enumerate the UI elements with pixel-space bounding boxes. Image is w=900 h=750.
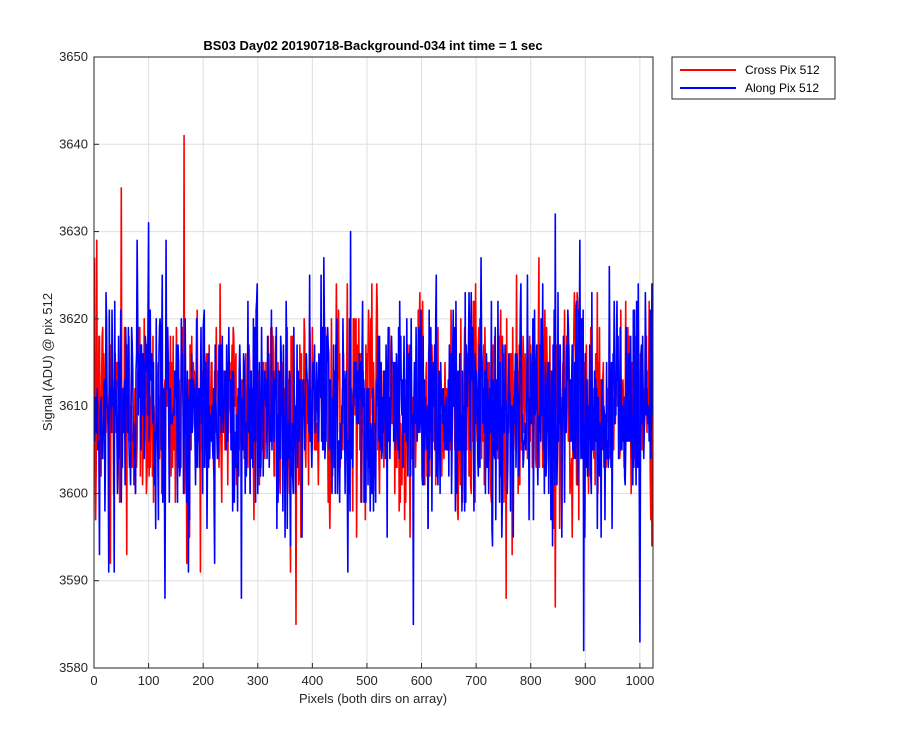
x-tick-label: 100 xyxy=(138,673,160,688)
y-tick-label: 3640 xyxy=(59,136,88,151)
y-tick-label: 3600 xyxy=(59,485,88,500)
legend-box xyxy=(671,56,836,100)
x-tick-label: 600 xyxy=(411,673,433,688)
x-tick-label: 400 xyxy=(302,673,324,688)
legend-label-along: Along Pix 512 xyxy=(745,81,819,95)
chart-title: BS03 Day02 20190718-Background-034 int t… xyxy=(203,38,542,53)
x-tick-label: 800 xyxy=(520,673,542,688)
plot-area-frame xyxy=(93,56,654,669)
y-tick-label: 3620 xyxy=(59,311,88,326)
x-tick-label: 300 xyxy=(247,673,269,688)
y-axis-label: Signal (ADU) @ pix 512 xyxy=(40,293,55,431)
axis-ticks xyxy=(93,56,641,669)
x-tick-label: 700 xyxy=(465,673,487,688)
tick-labels: 0 100 200 300 400 500 600 700 800 900 1000 3580 3590… xyxy=(59,49,654,688)
x-tick-label: 0 xyxy=(90,673,97,688)
series-line-along-pix-512 xyxy=(94,213,653,652)
x-tick-label: 1000 xyxy=(625,673,654,688)
y-tick-label: 3610 xyxy=(59,398,88,413)
legend-label-cross: Cross Pix 512 xyxy=(745,63,820,77)
y-tick-label: 3590 xyxy=(59,573,88,588)
series-layer xyxy=(94,134,653,652)
x-tick-label: 500 xyxy=(356,673,378,688)
x-tick-label: 200 xyxy=(192,673,214,688)
x-axis-label: Pixels (both dirs on array) xyxy=(299,691,447,706)
legend[interactable]: Cross Pix 512 Along Pix 512 xyxy=(671,56,836,100)
y-tick-label: 3580 xyxy=(59,660,88,675)
y-tick-label: 3630 xyxy=(59,224,88,239)
y-tick-label: 3650 xyxy=(59,49,88,64)
x-tick-label: 900 xyxy=(574,673,596,688)
